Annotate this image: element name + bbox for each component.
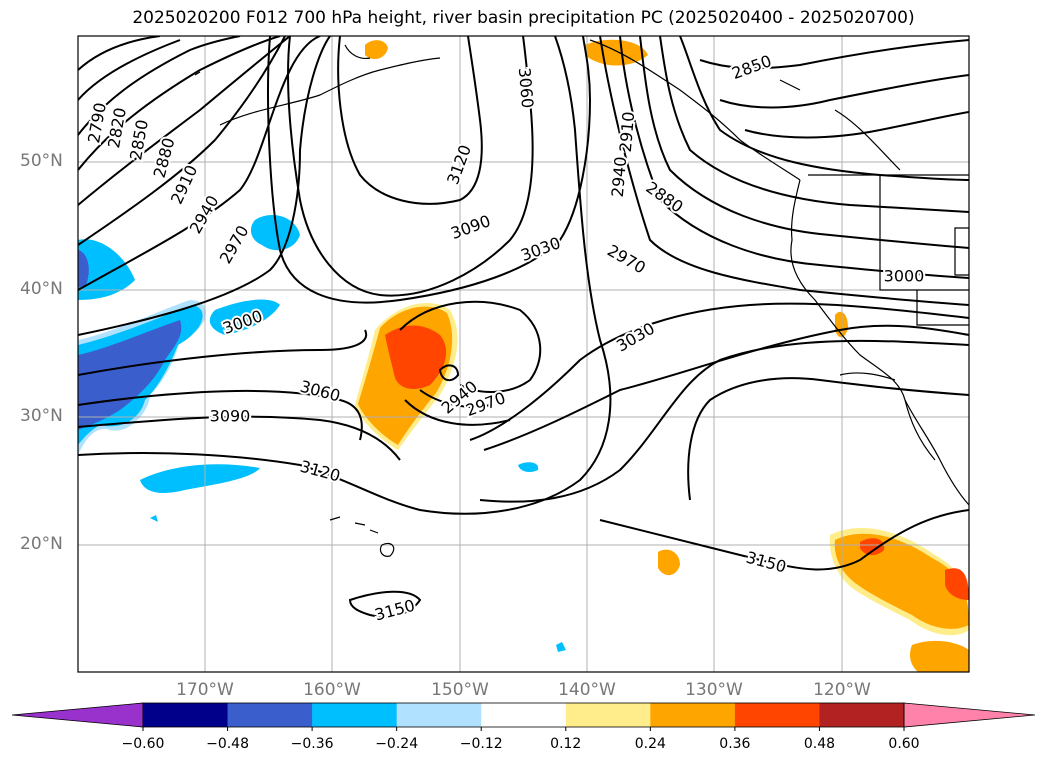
- colorbar-tick-label: 0.36: [719, 736, 751, 752]
- contour-label: 3090: [448, 211, 493, 243]
- contour-label: 2970: [216, 222, 253, 267]
- colorbar-tick-label: −0.36: [290, 736, 334, 752]
- colorbar-tick-label: −0.24: [375, 736, 419, 752]
- lon-label-120w: 120°W: [813, 680, 871, 700]
- colorbar-segment: [819, 703, 905, 727]
- contour-label: 3000: [884, 267, 925, 286]
- gridlines: [78, 36, 969, 672]
- contour-label: 3030: [613, 319, 658, 356]
- colorbar-extend-low: [11, 702, 144, 728]
- contour-label: 3030: [518, 233, 563, 265]
- colorbar-segment: [312, 703, 398, 727]
- lat-label-30n: 30°N: [20, 406, 63, 426]
- colorbar: [11, 702, 1036, 731]
- contour-label: 2910: [616, 111, 638, 153]
- lon-label-130w: 130°W: [685, 680, 743, 700]
- colorbar-segment: [565, 703, 651, 727]
- colorbar-tick-label: −0.48: [206, 736, 249, 752]
- lon-label-150w: 150°W: [431, 680, 489, 700]
- contour-label: 3150: [373, 596, 417, 625]
- colorbar-segment: [734, 703, 820, 727]
- contour-label: 3060: [298, 377, 342, 406]
- colorbar-segment: [650, 703, 736, 727]
- colorbar-extend-high: [903, 702, 1036, 728]
- contour-label: 2970: [604, 241, 649, 278]
- contour-label: 3060: [515, 67, 537, 109]
- colorbar-tick-label: 0.24: [634, 736, 666, 752]
- contour-label: 3090: [210, 407, 251, 426]
- contour-label: 2940: [608, 156, 630, 198]
- contour-label: 2880: [150, 136, 179, 180]
- contour-label: 3120: [443, 142, 475, 187]
- lon-label-170w: 170°W: [176, 680, 234, 700]
- lon-label-140w: 140°W: [558, 680, 616, 700]
- colorbar-outline: [142, 702, 905, 728]
- contour-label: 3120: [298, 457, 342, 486]
- colorbar-segment: [396, 703, 482, 727]
- colorbar-tick-label: −0.12: [459, 736, 503, 752]
- lat-label-50n: 50°N: [20, 151, 63, 171]
- colorbar-segment: [227, 703, 313, 727]
- colorbar-tick-label: 0.60: [888, 736, 920, 752]
- colorbar-segment: [143, 703, 229, 727]
- contour-label: 2940: [186, 192, 223, 237]
- height-contours: [78, 36, 969, 618]
- contour-label: 3150: [744, 548, 788, 577]
- map-frame: [77, 35, 970, 673]
- precipitation-shading: [78, 39, 969, 672]
- colorbar-segment: [481, 703, 567, 727]
- lat-label-20n: 20°N: [20, 534, 63, 554]
- contour-label: 2850: [126, 118, 152, 161]
- colorbar-tick-label: 0.48: [803, 736, 836, 752]
- contour-label: 2850: [729, 51, 774, 83]
- contour-label: 2880: [642, 178, 686, 217]
- map-title: 2025020200 F012 700 hPa height, river ba…: [132, 8, 915, 28]
- colorbar-tick-label: 0.12: [550, 736, 582, 752]
- contour-label: 2910: [167, 162, 201, 207]
- lat-label-40n: 40°N: [20, 279, 63, 299]
- lon-label-160w: 160°W: [303, 680, 361, 700]
- colorbar-tick-label: −0.60: [121, 736, 165, 752]
